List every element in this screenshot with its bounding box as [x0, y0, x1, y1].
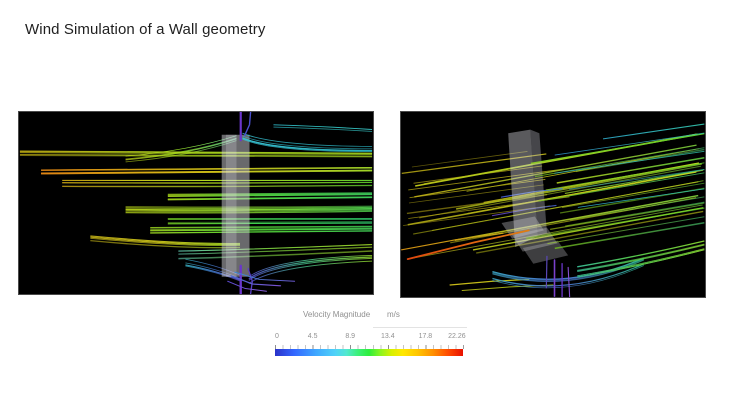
legend-tick-labels: 0 4.5 8.9 13.4 17.8 22.26 [275, 333, 466, 342]
legend-tick-label: 4.5 [307, 333, 318, 340]
legend-tick-marks [275, 345, 464, 349]
page-title: Wind Simulation of a Wall geometry [25, 21, 266, 38]
legend-tick-label: 8.9 [345, 333, 356, 340]
color-legend: Velocity Magnitude m/s 0 4.5 8.9 13.4 17… [275, 308, 467, 360]
legend-colorbar [275, 349, 463, 356]
legend-title: Velocity Magnitude [303, 310, 371, 319]
side-view-viewport[interactable] [18, 111, 374, 295]
perspective-view-viewport[interactable] [400, 111, 706, 298]
perspective-view-streamlines-render [401, 123, 705, 297]
legend-tick-label: 22.26 [448, 333, 466, 340]
legend-units-underline [373, 327, 467, 328]
legend-units: m/s [387, 310, 400, 319]
legend-tick-label: 0 [275, 333, 279, 340]
legend-tick-label: 13.4 [380, 333, 395, 340]
legend-tick-label: 17.8 [418, 333, 433, 340]
side-view-streamlines-render [19, 112, 373, 294]
